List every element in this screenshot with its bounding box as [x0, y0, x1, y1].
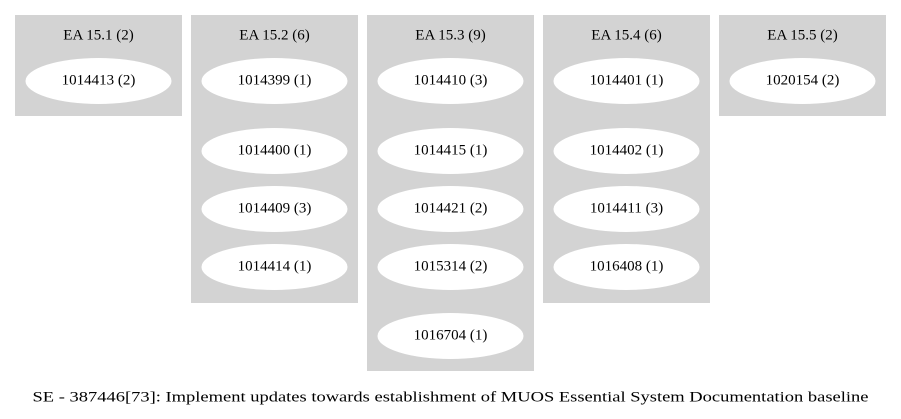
node-1014414-ellipse: [201, 244, 348, 290]
node-1014414-label: 1014414 (1): [238, 258, 312, 274]
node-1015314[interactable]: 1015314 (2): [377, 244, 524, 290]
node-1020154-ellipse: [729, 58, 876, 104]
node-1014411-label: 1014411 (3): [590, 200, 663, 216]
cluster-ea-15-2: EA 15.2 (6) 1014399 (1) 1014400 (1) 1014…: [191, 15, 358, 303]
node-1015314-ellipse: [377, 244, 524, 290]
cluster-ea-15-5: EA 15.5 (2) 1020154 (2): [719, 15, 886, 116]
node-1014413[interactable]: 1014413 (2): [25, 58, 172, 104]
node-1014411-ellipse: [553, 186, 700, 232]
node-1016408-label: 1016408 (1): [590, 258, 664, 274]
node-1020154[interactable]: 1020154 (2): [729, 58, 876, 104]
node-1016704-ellipse: [377, 313, 524, 359]
cluster-ea-15-4-title: EA 15.4 (6): [591, 27, 661, 43]
node-1016704-label: 1016704 (1): [414, 327, 488, 343]
node-1014401[interactable]: 1014401 (1): [553, 58, 700, 104]
node-1014402[interactable]: 1014402 (1): [553, 128, 700, 174]
node-1015314-label: 1015314 (2): [414, 258, 488, 274]
node-1014399-label: 1014399 (1): [238, 72, 312, 88]
node-1014421-ellipse: [377, 186, 524, 232]
node-1014400-ellipse: [201, 128, 348, 174]
node-1014413-ellipse: [25, 58, 172, 104]
node-1014413-label: 1014413 (2): [62, 72, 136, 88]
cluster-ea-15-1: EA 15.1 (2) 1014413 (2): [15, 15, 182, 116]
node-1014400[interactable]: 1014400 (1): [201, 128, 348, 174]
node-1014399-ellipse: [201, 58, 348, 104]
node-1014410-ellipse: [377, 58, 524, 104]
node-1014415-ellipse: [377, 128, 524, 174]
node-1014411[interactable]: 1014411 (3): [553, 186, 700, 232]
cluster-ea-15-2-title: EA 15.2 (6): [239, 27, 309, 43]
node-1014421-label: 1014421 (2): [414, 200, 488, 216]
node-1014414[interactable]: 1014414 (1): [201, 244, 348, 290]
node-1020154-label: 1020154 (2): [766, 72, 840, 88]
node-1014400-label: 1014400 (1): [238, 142, 312, 158]
node-1014402-ellipse: [553, 128, 700, 174]
node-1014409-label: 1014409 (3): [238, 200, 312, 216]
node-1014409-ellipse: [201, 186, 348, 232]
cluster-ea-15-3: EA 15.3 (9) 1014410 (3) 1014415 (1) 1014…: [367, 15, 534, 371]
node-1014402-label: 1014402 (1): [590, 142, 664, 158]
cluster-ea-15-1-title: EA 15.1 (2): [63, 27, 133, 43]
diagram-caption: SE - 387446[73]: Implement updates towar…: [33, 389, 869, 405]
cluster-ea-15-5-title: EA 15.5 (2): [767, 27, 837, 43]
cluster-ea-15-3-title: EA 15.3 (9): [415, 27, 485, 43]
node-1016408[interactable]: 1016408 (1): [553, 244, 700, 290]
cluster-ea-15-4: EA 15.4 (6) 1014401 (1) 1014402 (1) 1014…: [543, 15, 710, 303]
node-1014415-label: 1014415 (1): [414, 142, 488, 158]
node-1014421[interactable]: 1014421 (2): [377, 186, 524, 232]
node-1014410[interactable]: 1014410 (3): [377, 58, 524, 104]
node-1016704[interactable]: 1016704 (1): [377, 313, 524, 359]
node-1014401-ellipse: [553, 58, 700, 104]
node-1014410-label: 1014410 (3): [414, 72, 488, 88]
node-1014415[interactable]: 1014415 (1): [377, 128, 524, 174]
node-1014409[interactable]: 1014409 (3): [201, 186, 348, 232]
node-1016408-ellipse: [553, 244, 700, 290]
node-1014399[interactable]: 1014399 (1): [201, 58, 348, 104]
node-1014401-label: 1014401 (1): [590, 72, 664, 88]
